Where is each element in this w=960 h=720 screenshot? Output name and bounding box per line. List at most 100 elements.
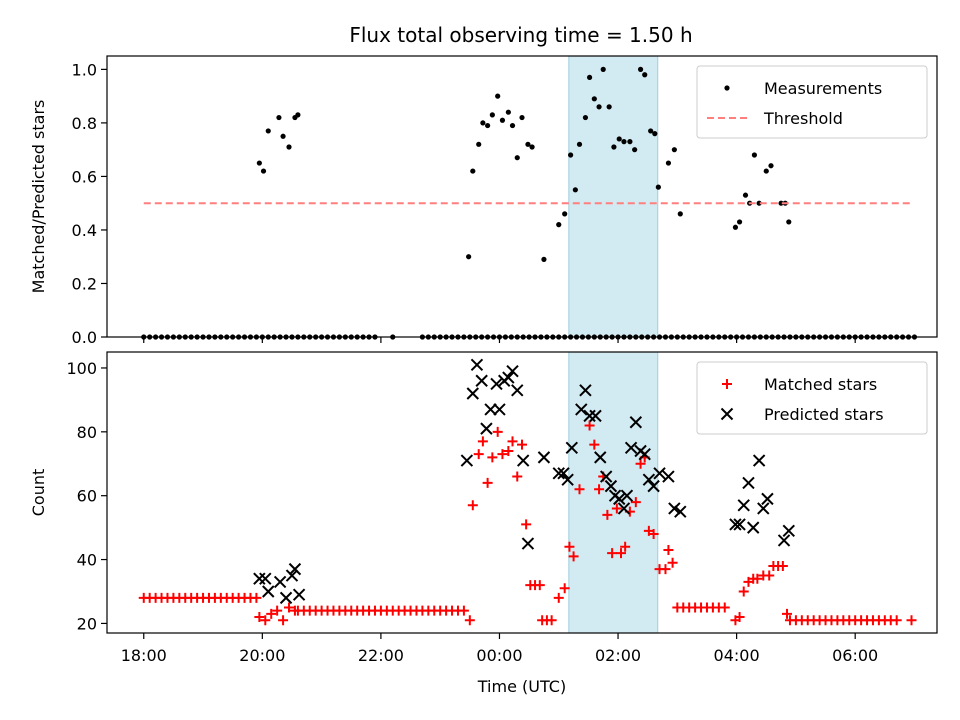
legend: Measurements Threshold	[696, 65, 928, 139]
predicted-stars-point	[674, 505, 687, 518]
measurement-point	[476, 141, 482, 147]
measurement-point	[466, 254, 472, 260]
measurement-point	[556, 222, 562, 228]
measurement-point	[665, 160, 672, 166]
matched-stars-point	[777, 560, 788, 571]
predicted-stars-point	[490, 377, 503, 391]
predicted-stars-point	[613, 492, 626, 506]
measurement-point	[480, 120, 486, 126]
predicted-stars-point	[259, 572, 272, 585]
measurement-point	[768, 163, 774, 169]
matched-stars-point	[272, 605, 283, 616]
predicted-stars-point	[460, 454, 474, 467]
measurement-point	[499, 117, 506, 123]
measurement-point	[763, 168, 769, 174]
x-axis-label: Time (UTC)	[477, 677, 566, 696]
matched-stars-point	[630, 497, 641, 508]
predicted-stars-point	[466, 387, 480, 400]
y-tick-label: 60	[77, 487, 97, 506]
measurement-point	[276, 114, 282, 121]
matched-stars-point	[620, 541, 631, 552]
matched-stars-point	[251, 592, 262, 603]
matched-stars-point	[260, 615, 271, 626]
measurement-point	[505, 109, 511, 115]
matched-stars-point	[482, 477, 493, 488]
legend-marker-x	[720, 407, 734, 421]
measurement-point	[778, 200, 784, 206]
x-tick-label: 04:00	[714, 646, 760, 665]
matched-stars-point	[458, 605, 469, 616]
x-tick-label: 20:00	[239, 646, 285, 665]
measurement-point	[632, 147, 638, 153]
measurement-point	[606, 104, 612, 110]
predicted-stars-point	[668, 502, 681, 515]
y-axis-label: Count	[29, 469, 48, 517]
predicted-stars-point	[662, 470, 675, 483]
y-tick-label: 1.0	[72, 60, 97, 79]
matched-stars-point	[546, 615, 557, 626]
predicted-stars-point	[292, 588, 306, 601]
legend-label: Predicted stars	[764, 405, 884, 424]
measurement-point	[637, 66, 644, 72]
series-predicted-stars	[253, 358, 795, 605]
legend-label: Matched stars	[764, 375, 877, 394]
axes-frame	[106, 55, 938, 338]
predicted-stars-point	[729, 518, 742, 531]
measurement-point	[489, 112, 495, 118]
predicted-stars-point	[647, 479, 660, 493]
matched-stars-point	[764, 570, 775, 581]
predicted-stars-point	[742, 476, 755, 490]
y-tick-label: 0.0	[72, 328, 97, 347]
predicted-stars-point	[262, 585, 275, 598]
matched-stars-point	[512, 471, 523, 482]
measurement-point	[529, 144, 535, 150]
matched-stars-point	[752, 573, 763, 584]
predicted-stars-point	[502, 371, 515, 384]
matched-stars-point	[594, 484, 605, 495]
observing-window-span	[568, 351, 659, 634]
matched-stars-point	[464, 615, 475, 626]
predicted-stars-point	[279, 591, 293, 605]
matched-stars-point	[521, 519, 532, 530]
measurement-point	[286, 144, 292, 150]
measurement-point	[470, 168, 476, 174]
x-tick-label: 00:00	[476, 646, 522, 665]
legend-marker-dot	[724, 85, 730, 91]
measurement-point	[627, 139, 633, 145]
matched-stars-point	[487, 452, 498, 463]
predicted-stars-point	[288, 562, 302, 576]
matched-stars-point	[906, 615, 917, 626]
predicted-stars-point	[761, 492, 774, 506]
predicted-stars-point	[273, 575, 287, 589]
predicted-stars-point	[561, 473, 574, 486]
predicted-stars-point	[624, 441, 638, 455]
measurement-point	[671, 147, 677, 153]
y-tick-label: 80	[77, 423, 97, 442]
measurement-point	[525, 141, 531, 147]
y-tick-label: 40	[77, 551, 97, 570]
predicted-stars-point	[589, 409, 602, 423]
matched-stars-point	[507, 436, 518, 447]
legend: Matched stars Predicted stars	[696, 361, 928, 435]
legend-marker-plus	[722, 379, 732, 389]
matched-stars-point	[660, 564, 671, 575]
predicted-stars-point	[642, 473, 656, 486]
bottom-panel: 20 40 60 80 100 18:00 20:00 22:00 00:00 02:00 04:0…	[29, 351, 938, 696]
matched-stars-point	[503, 445, 514, 456]
predicted-stars-point	[604, 479, 618, 493]
matched-stars-point	[667, 557, 678, 568]
predicted-stars-point	[493, 403, 506, 416]
chart-title: Flux total observing time = 1.50 h	[349, 23, 692, 47]
x-tick-label: 18:00	[121, 646, 167, 665]
measurement-point	[736, 219, 743, 225]
measurement-point	[280, 133, 286, 139]
predicted-stars-point	[516, 454, 530, 467]
measurement-point	[732, 224, 739, 230]
matched-stars-point	[564, 541, 575, 552]
top-panel: 0.0 0.2 0.4 0.6 0.8 1.0 Matched/Predicted star…	[29, 55, 938, 347]
matched-stars-point	[492, 426, 503, 437]
matched-stars-point	[719, 602, 730, 613]
matched-stars-point	[611, 503, 622, 514]
measurement-point	[562, 211, 568, 217]
matched-stars-point	[517, 439, 527, 450]
